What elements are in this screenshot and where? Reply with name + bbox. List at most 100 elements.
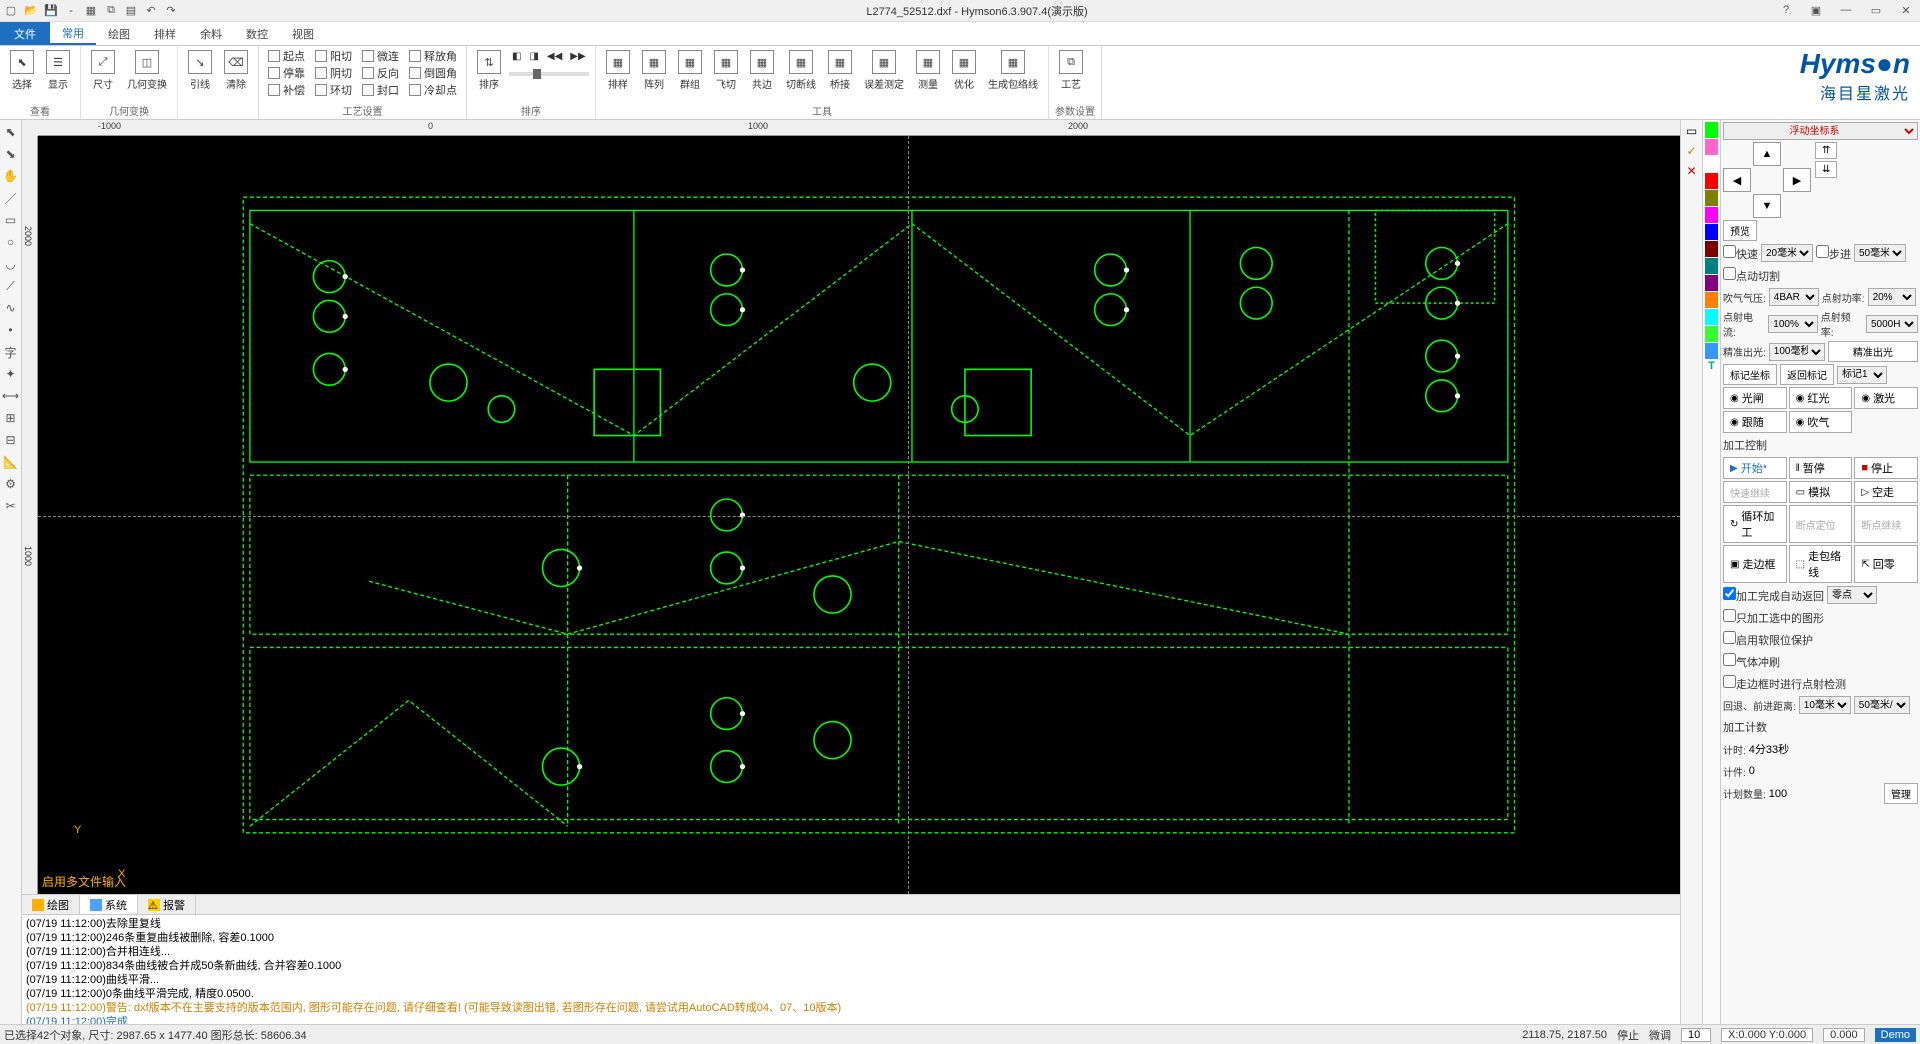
dotfreq-select[interactable]: 5000Hz: [1866, 315, 1918, 333]
align-icon[interactable]: ▤: [124, 4, 138, 18]
shutter-button[interactable]: ◉ 光闸: [1723, 387, 1787, 409]
home-button[interactable]: ⇱ 回零: [1854, 545, 1918, 583]
size-button[interactable]: ⤢尺寸: [87, 48, 119, 93]
startpoint-button[interactable]: 起点: [265, 48, 308, 64]
tool-text-icon[interactable]: 字: [3, 344, 19, 360]
tool-more-icon[interactable]: ⚙: [3, 476, 19, 492]
layer-color[interactable]: [1705, 258, 1718, 274]
dotcut-checkbox[interactable]: [1723, 267, 1736, 280]
goframe-button[interactable]: ▣ 走边框: [1723, 545, 1787, 583]
tool-7[interactable]: ▦误差测定: [860, 48, 908, 93]
empty-button[interactable]: ▷ 空走: [1854, 481, 1918, 503]
tool-cut-icon[interactable]: ✂: [3, 498, 19, 514]
close-icon[interactable]: ✕: [1896, 4, 1916, 17]
manage-button[interactable]: 管理: [1884, 783, 1918, 804]
innercut-button[interactable]: 阴切: [312, 65, 355, 81]
tab-draw-bottom[interactable]: 绘图: [22, 895, 80, 914]
microjoint-button[interactable]: 微连: [359, 48, 402, 64]
mark-select[interactable]: 标记1: [1837, 366, 1887, 384]
sort-ff-icon[interactable]: ▶▶: [567, 48, 588, 64]
tool-4[interactable]: ▦共边: [746, 48, 778, 93]
leadline-button[interactable]: ↘引线: [184, 48, 216, 93]
preview-button[interactable]: 预览: [1723, 220, 1757, 241]
open-icon[interactable]: 📂: [24, 4, 38, 18]
pause-button[interactable]: ‖ 暂停: [1789, 457, 1853, 479]
minimize-icon[interactable]: —: [1836, 4, 1856, 17]
redlight-button[interactable]: ◉ 红光: [1789, 387, 1853, 409]
ringcut-button[interactable]: 环切: [312, 82, 355, 98]
layers-icon[interactable]: ⧉: [104, 4, 118, 18]
clear-button[interactable]: ⌫清除: [220, 48, 252, 93]
tool-1[interactable]: ▦阵列: [638, 48, 670, 93]
jog-right-icon[interactable]: ▶: [1783, 168, 1811, 192]
tab-alarm-bottom[interactable]: ⚠报警: [138, 895, 196, 914]
tool-5[interactable]: ▦切断线: [782, 48, 820, 93]
tool-group-icon[interactable]: ⊞: [3, 410, 19, 426]
sort-prev-icon[interactable]: ◧: [509, 48, 524, 64]
tab-draw[interactable]: 绘图: [96, 22, 142, 45]
layer-color[interactable]: [1705, 309, 1718, 325]
tool-rect-icon[interactable]: ▭: [3, 212, 19, 228]
redo-icon[interactable]: ↷: [164, 4, 178, 18]
softlimit-checkbox[interactable]: [1723, 631, 1736, 644]
layer-color[interactable]: [1705, 156, 1718, 172]
tool-polyline-icon[interactable]: ⟋: [3, 278, 19, 294]
tool-6[interactable]: ▦桥接: [824, 48, 856, 93]
layer-color[interactable]: [1705, 275, 1718, 291]
tool-2[interactable]: ▦群组: [674, 48, 706, 93]
sort-slider[interactable]: [509, 72, 589, 76]
z-down-icon[interactable]: ⇊: [1815, 161, 1837, 178]
tool-pointer-icon[interactable]: ⬉: [3, 124, 19, 140]
layer-color[interactable]: [1705, 326, 1718, 342]
tool-node-icon[interactable]: ⬊: [3, 146, 19, 162]
tool-dim-icon[interactable]: ⟷: [3, 388, 19, 404]
laser-button[interactable]: ◉ 激光: [1854, 387, 1918, 409]
layer-color[interactable]: [1705, 139, 1718, 155]
releaseangle-button[interactable]: 释放角: [406, 48, 460, 64]
mark-check-icon[interactable]: ✓: [1685, 144, 1699, 158]
tool-point-icon[interactable]: •: [3, 322, 19, 338]
layer-color[interactable]: [1705, 190, 1718, 206]
seal-button[interactable]: 封口: [359, 82, 402, 98]
tab-common[interactable]: 常用: [50, 22, 96, 45]
tool-0[interactable]: ▦排样: [602, 48, 634, 93]
z-up-icon[interactable]: ⇈: [1815, 142, 1837, 159]
fine-input[interactable]: [1681, 1028, 1711, 1042]
fast-checkbox[interactable]: [1723, 245, 1736, 258]
start-button[interactable]: ▶ 开始*: [1723, 457, 1787, 479]
undo-icon[interactable]: ↶: [144, 4, 158, 18]
reverse-button[interactable]: 反向: [359, 65, 402, 81]
save-icon[interactable]: 💾: [44, 4, 58, 18]
gaspunch-checkbox[interactable]: [1723, 653, 1736, 666]
file-menu[interactable]: 文件: [0, 22, 50, 45]
select-button[interactable]: ⬉选择: [6, 48, 38, 93]
layer-color[interactable]: [1705, 224, 1718, 240]
precise-select[interactable]: 100毫秒: [1769, 343, 1825, 361]
tab-nest[interactable]: 排样: [142, 22, 188, 45]
blow-select[interactable]: 4BAR: [1769, 288, 1819, 306]
jog-up-icon[interactable]: ▲: [1753, 142, 1781, 166]
tool-star-icon[interactable]: ✦: [3, 366, 19, 382]
new-icon[interactable]: ▢: [4, 4, 18, 18]
tool-arc-icon[interactable]: ◡: [3, 256, 19, 272]
sort-rw-icon[interactable]: ◀◀: [544, 48, 565, 64]
origin-select[interactable]: 零点: [1827, 586, 1877, 604]
tool-ungroup-icon[interactable]: ⊟: [3, 432, 19, 448]
markcoord-button[interactable]: 标记坐标: [1723, 364, 1777, 385]
coord-system-select[interactable]: 浮动坐标系: [1723, 122, 1918, 140]
tab-nc[interactable]: 数控: [234, 22, 280, 45]
tool-10[interactable]: ▦生成包络线: [984, 48, 1042, 93]
help-icon[interactable]: ?: [1776, 4, 1796, 17]
dotpower-select[interactable]: 20%: [1868, 288, 1916, 306]
log-panel[interactable]: (07/19 11:12:00)去除里复线(07/19 11:12:00)246…: [22, 914, 1680, 1024]
layer-color[interactable]: [1705, 241, 1718, 257]
grid-icon[interactable]: ▦: [84, 4, 98, 18]
layer-t[interactable]: T: [1705, 360, 1718, 376]
layer-color[interactable]: [1705, 207, 1718, 223]
retreatspeed-select[interactable]: 50毫米/毫: [1854, 696, 1910, 714]
process-button[interactable]: ⧉工艺: [1055, 48, 1087, 93]
geom-transform-button[interactable]: ◫几何变换: [123, 48, 171, 93]
follow-button[interactable]: ◉ 跟随: [1723, 411, 1787, 433]
fast-select[interactable]: 20毫米: [1761, 244, 1813, 262]
fastcont-button[interactable]: 快速继续: [1723, 481, 1787, 503]
